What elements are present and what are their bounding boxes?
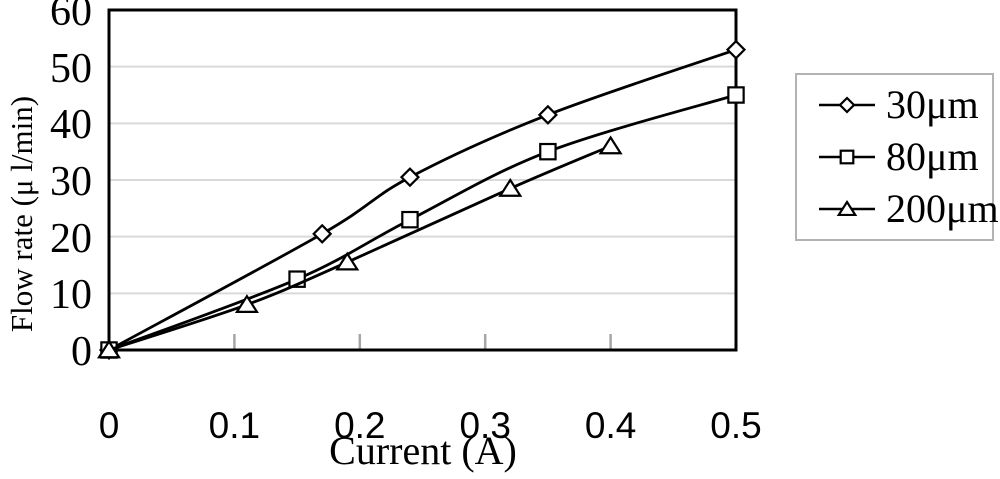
legend-entry: 80μm: [819, 131, 992, 183]
x-tick-label: 0.5: [710, 405, 762, 446]
legend-marker-triangle-icon: [819, 199, 875, 217]
legend-label: 200μm: [886, 186, 999, 231]
legend-entry: 200μm: [819, 183, 999, 235]
y-tick-label: 0: [71, 329, 92, 375]
series-line-diamond: [108, 48, 737, 352]
plot-border: [107, 8, 738, 352]
data-point-square: [727, 86, 745, 104]
legend-label: 80μm: [886, 134, 979, 179]
x-tick-label: 0.2: [334, 405, 386, 446]
y-tick-label: 30: [50, 159, 92, 205]
legend-marker-diamond-icon: [819, 96, 875, 114]
data-point-square: [401, 210, 419, 229]
data-point-square: [539, 142, 557, 161]
x-tick-label: 0.3: [459, 405, 511, 446]
y-tick-label: 10: [50, 272, 92, 319]
series-line-square: [108, 93, 737, 352]
x-tick-label: 0.1: [208, 405, 261, 446]
data-point-triangle: [234, 294, 259, 313]
data-point-triangle: [498, 177, 523, 197]
legend: 30μm 80μm 200μm: [795, 73, 999, 241]
legend-entry: 30μm: [819, 79, 992, 131]
data-point-triangle: [96, 339, 122, 359]
x-tick-label: 0: [98, 405, 120, 446]
x-tick-label: 0.4: [584, 405, 637, 446]
y-tick-label: 50: [50, 45, 92, 92]
y-tick-label: 40: [50, 102, 92, 149]
data-point-diamond: [725, 39, 747, 60]
data-point-diamond: [537, 104, 558, 125]
x-axis-title: Current (A): [329, 428, 517, 473]
data-point-triangle: [335, 251, 360, 271]
y-tick-label: 20: [50, 215, 92, 262]
data-point-diamond: [399, 167, 421, 188]
legend-marker-square-icon: [819, 149, 875, 165]
legend-label: 30μm: [886, 82, 979, 127]
data-point-diamond: [312, 223, 333, 244]
data-point-triangle: [598, 135, 623, 155]
y-tick-label: 60: [50, 0, 92, 35]
